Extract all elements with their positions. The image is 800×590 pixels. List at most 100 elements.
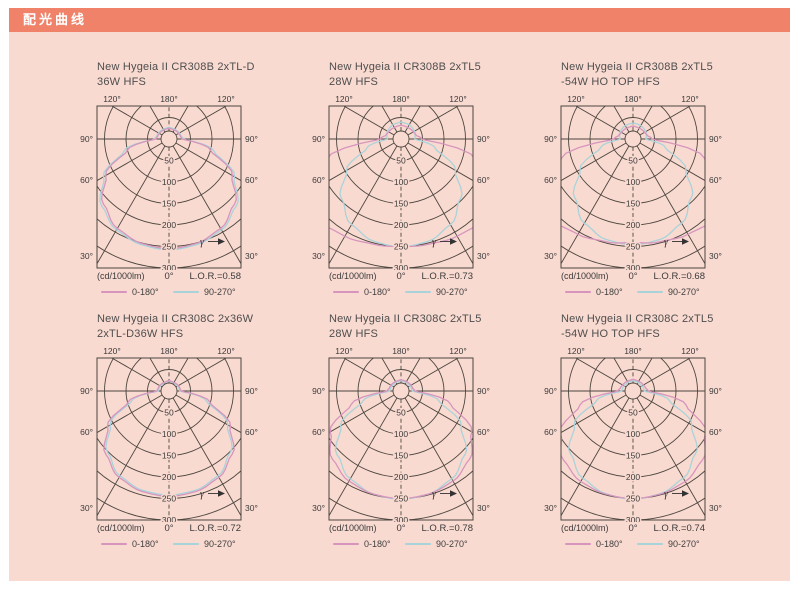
- zero-degree-label: 0°: [628, 523, 638, 534]
- legend-item-0-180: 0-180°: [101, 539, 173, 549]
- intensity-curves: [329, 379, 473, 501]
- curve-0-180°: [561, 378, 705, 500]
- angle-tick-label: 120°: [567, 94, 585, 104]
- angle-tick-label: 180°: [160, 94, 178, 104]
- gamma-arrow-head: [450, 490, 457, 497]
- legend-label-0-180: 0-180°: [364, 539, 391, 549]
- radial-tick-label: 50: [164, 408, 174, 418]
- radial-tick-label: 250: [394, 494, 408, 504]
- curve-0-180°: [561, 125, 705, 244]
- curve-0-180°: [103, 380, 235, 497]
- radial-tick-label: 50: [396, 408, 406, 418]
- intensity-curves: [103, 380, 235, 497]
- radial-unit-label: (cd/1000lm): [97, 271, 145, 281]
- zero-degree-label: 0°: [628, 271, 638, 282]
- polar-chart-4: 50 100 150 200 250 300 120° 180° 120° 90° 90° 60° 60…: [80, 346, 258, 522]
- lor-value: L.O.R.=0.72: [189, 523, 242, 534]
- angle-tick-label: 120°: [103, 346, 121, 356]
- angle-tick-label: 90°: [245, 134, 258, 144]
- curve-90-270°: [99, 126, 239, 251]
- intensity-curves: [561, 378, 705, 501]
- chart-title-line2: 36W HFS: [97, 76, 147, 88]
- chart-title: New Hygeia II CR308C 2xTL5 -54W HO TOP H…: [561, 312, 735, 344]
- content-area: New Hygeia II CR308B 2xTL-D 36W HFS 50 10…: [9, 32, 790, 581]
- chart-cell-2: New Hygeia II CR308B 2xTL5 28W HFS 50 100…: [303, 60, 503, 300]
- radial-unit-label: (cd/1000lm): [561, 271, 609, 281]
- radial-tick-label: 200: [394, 220, 408, 230]
- radial-tick-label: 100: [162, 429, 176, 439]
- polar-grid: [329, 358, 473, 520]
- radial-tick-label: 50: [628, 156, 638, 166]
- radial-tick-label: 250: [162, 242, 176, 252]
- zero-degree-label: 0°: [164, 271, 174, 282]
- gamma-label: γ: [200, 237, 205, 248]
- angle-tick-label: 60°: [312, 427, 325, 437]
- angle-tick-label: 30°: [709, 503, 722, 513]
- radial-tick-label: 300: [626, 515, 640, 522]
- legend: 0-180° 90-270°: [101, 539, 271, 549]
- chart-title: New Hygeia II CR308C 2x36W 2xTL-D36W HFS: [97, 312, 271, 344]
- legend-item-90-270: 90-270°: [637, 539, 709, 549]
- angle-tick-label: 90°: [80, 134, 93, 144]
- axis-label-row: (cd/1000lm) 0° L.O.R.=0.78: [329, 523, 473, 535]
- radial-tick-label: 150: [626, 199, 640, 209]
- chart-cell-4: New Hygeia II CR308C 2x36W 2xTL-D36W HFS…: [71, 312, 271, 552]
- polar-frame: [560, 105, 706, 269]
- angle-tick-label: 180°: [392, 94, 410, 104]
- angle-tick-label: 90°: [245, 386, 258, 396]
- angle-tick-label: 60°: [544, 427, 557, 437]
- radial-tick-label: 200: [162, 472, 176, 482]
- angle-tick-label: 180°: [624, 346, 642, 356]
- angle-tick-label: 60°: [709, 427, 722, 437]
- angle-tick-label: 120°: [103, 94, 121, 104]
- legend-swatch-0-180: [565, 542, 591, 546]
- curve-90-270°: [105, 380, 233, 496]
- gamma-arrow-head: [218, 238, 225, 245]
- angle-tick-label: 30°: [477, 251, 490, 261]
- angle-tick-label: 30°: [80, 251, 93, 261]
- legend-swatch-0-180: [101, 542, 127, 546]
- polar-chart-1: 50 100 150 200 250 300 120° 180° 120° 90° 90° 60° 60…: [80, 94, 258, 270]
- intensity-curves: [561, 122, 705, 246]
- angle-tick-label: 60°: [80, 175, 93, 185]
- gamma-label: γ: [200, 489, 205, 500]
- radial-tick-label: 250: [162, 494, 176, 504]
- angle-tick-label: 180°: [624, 94, 642, 104]
- polar-chart-3: 50 100 150 200 250 300 120° 180° 120° 90° 90° 60° 60…: [544, 94, 722, 270]
- polar-frame: [560, 357, 706, 521]
- angle-tick-label: 30°: [245, 251, 258, 261]
- angle-tick-label: 90°: [312, 134, 325, 144]
- legend-swatch-90-270: [637, 542, 663, 546]
- angle-tick-label: 180°: [392, 346, 410, 356]
- radial-tick-label: 250: [626, 494, 640, 504]
- lor-value: L.O.R.=0.58: [189, 271, 242, 282]
- polar-frame: [96, 357, 242, 521]
- chart-cell-3: New Hygeia II CR308B 2xTL5 -54W HO TOP H…: [535, 60, 735, 300]
- legend-item-90-270: 90-270°: [173, 287, 245, 297]
- polar-grid: [97, 106, 241, 268]
- radial-tick-label: 300: [626, 263, 640, 270]
- legend-label-90-270: 90-270°: [436, 539, 468, 549]
- lor-value: L.O.R.=0.74: [653, 523, 706, 534]
- legend-swatch-90-270: [173, 290, 199, 294]
- angle-tick-label: 60°: [709, 175, 722, 185]
- legend-swatch-0-180: [101, 290, 127, 294]
- legend: 0-180° 90-270°: [333, 287, 503, 297]
- radial-tick-label: 200: [394, 472, 408, 482]
- angle-tick-label: 60°: [245, 175, 258, 185]
- radial-tick-label: 300: [162, 263, 176, 270]
- angle-tick-label: 30°: [544, 503, 557, 513]
- legend: 0-180° 90-270°: [565, 539, 735, 549]
- legend-item-90-270: 90-270°: [173, 539, 245, 549]
- chart-title-line1: New Hygeia II CR308C 2xTL5: [329, 313, 482, 325]
- angle-tick-label: 60°: [80, 427, 93, 437]
- chart-title: New Hygeia II CR308B 2xTL-D 36W HFS: [97, 60, 271, 92]
- zero-degree-label: 0°: [396, 523, 406, 534]
- chart-title-line1: New Hygeia II CR308C 2xTL5: [561, 313, 714, 325]
- axis-label-row: (cd/1000lm) 0° L.O.R.=0.58: [97, 271, 241, 283]
- lor-value: L.O.R.=0.78: [421, 523, 474, 534]
- chart-cell-1: New Hygeia II CR308B 2xTL-D 36W HFS 50 10…: [71, 60, 271, 300]
- legend-swatch-0-180: [333, 542, 359, 546]
- radial-tick-label: 300: [394, 263, 408, 270]
- curve-90-270°: [334, 380, 468, 501]
